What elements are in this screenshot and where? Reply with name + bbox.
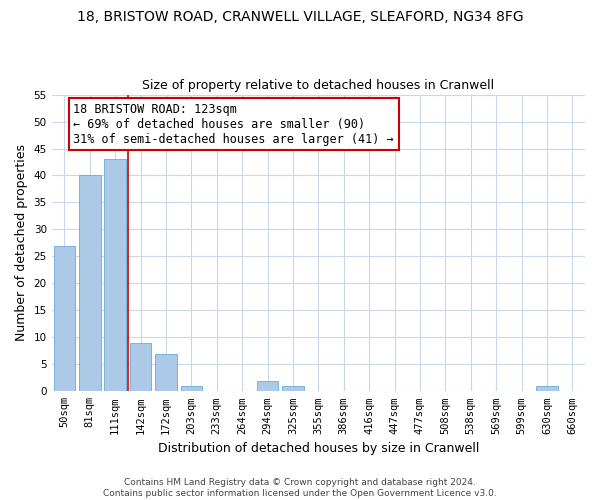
Bar (79, 176, 101, 392)
Title: Size of property relative to detached houses in Cranwell: Size of property relative to detached ho… (142, 79, 494, 92)
Bar (282, 386, 304, 392)
Bar (181, 386, 202, 392)
Text: 18, BRISTOW ROAD, CRANWELL VILLAGE, SLEAFORD, NG34 8FG: 18, BRISTOW ROAD, CRANWELL VILLAGE, SLEA… (77, 10, 523, 24)
Y-axis label: Number of detached properties: Number of detached properties (15, 144, 28, 342)
Text: Contains HM Land Registry data © Crown copyright and database right 2024.
Contai: Contains HM Land Registry data © Crown c… (103, 478, 497, 498)
X-axis label: Distribution of detached houses by size in Cranwell: Distribution of detached houses by size … (158, 442, 479, 455)
Bar (155, 354, 177, 392)
Text: 18 BRISTOW ROAD: 123sqm
← 69% of detached houses are smaller (90)
31% of semi-de: 18 BRISTOW ROAD: 123sqm ← 69% of detache… (73, 102, 394, 146)
Bar (104, 160, 126, 392)
Bar (130, 342, 151, 392)
Bar (53, 246, 75, 392)
Bar (257, 380, 278, 392)
Bar (536, 386, 557, 392)
